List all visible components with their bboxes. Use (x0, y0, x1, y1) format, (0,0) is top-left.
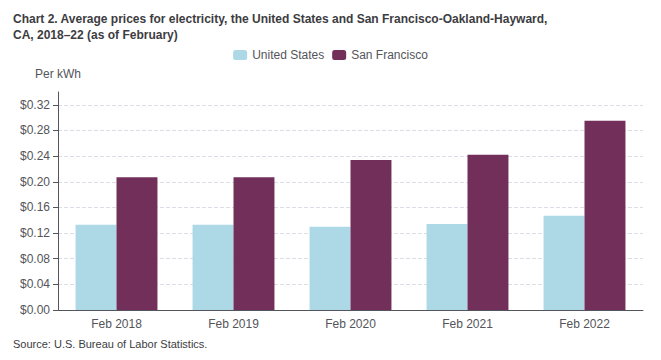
svg-text:San Francisco: San Francisco (351, 48, 428, 62)
svg-text:Source: U.S. Bureau of Labor S: Source: U.S. Bureau of Labor Statistics. (13, 338, 207, 350)
svg-text:$0.32: $0.32 (20, 98, 50, 112)
svg-text:Feb 2019: Feb 2019 (208, 317, 259, 331)
svg-text:$0.20: $0.20 (20, 175, 50, 189)
svg-text:Feb 2020: Feb 2020 (325, 317, 376, 331)
svg-text:Chart 2. Average prices for el: Chart 2. Average prices for electricity,… (13, 12, 547, 26)
svg-text:Per kWh: Per kWh (35, 67, 81, 81)
svg-text:$0.16: $0.16 (20, 200, 50, 214)
svg-text:$0.04: $0.04 (20, 277, 50, 291)
svg-text:CA, 2018–22 (as of February): CA, 2018–22 (as of February) (13, 28, 178, 42)
svg-text:$0.24: $0.24 (20, 149, 50, 163)
svg-text:Feb 2022: Feb 2022 (559, 317, 610, 331)
svg-text:United States: United States (252, 48, 324, 62)
svg-text:$0.08: $0.08 (20, 252, 50, 266)
svg-text:$0.12: $0.12 (20, 226, 50, 240)
svg-text:$0.00: $0.00 (20, 303, 50, 317)
svg-text:Feb 2018: Feb 2018 (91, 317, 142, 331)
svg-text:Feb 2021: Feb 2021 (442, 317, 493, 331)
svg-text:$0.28: $0.28 (20, 123, 50, 137)
